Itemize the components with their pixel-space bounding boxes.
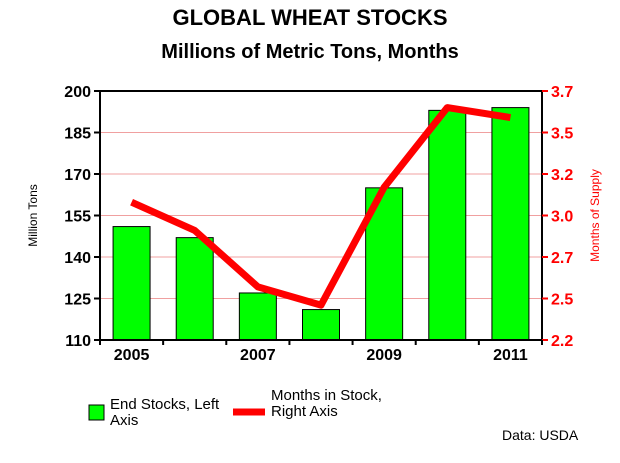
data-source-note: Data: USDA: [502, 427, 579, 443]
x-tick-label: 2009: [366, 347, 402, 364]
legend-line-label: Months in Stock, Right Axis: [271, 388, 411, 420]
right-tick-label: 2.2: [551, 333, 573, 350]
left-tick-label: 170: [64, 167, 91, 184]
bar-2006: [175, 237, 214, 341]
legend-bar-swatch: [88, 404, 105, 421]
right-tick-label: 3.5: [551, 126, 573, 143]
bar-2007: [238, 292, 277, 341]
right-tick-label: 2.7: [551, 250, 573, 267]
right-tick-label: 3.7: [551, 84, 573, 101]
left-tick-label: 155: [64, 209, 91, 226]
chart-subtitle: Millions of Metric Tons, Months: [161, 41, 459, 63]
x-tick-label: 2005: [114, 347, 150, 364]
bar-2005: [112, 226, 151, 341]
right-axis-title: Months of Supply: [588, 169, 602, 262]
left-tick-label: 110: [65, 333, 91, 350]
right-tick-label: 2.5: [551, 292, 573, 309]
bar-2008: [302, 309, 340, 341]
right-tick-label: 3.2: [551, 167, 573, 184]
left-tick-label: 125: [64, 292, 91, 309]
left-tick-label: 185: [64, 126, 91, 143]
line-months-of-supply: [130, 104, 511, 309]
bar-2011: [491, 107, 530, 341]
legend-bar-label: End Stocks, Left Axis: [110, 397, 240, 429]
bar-2010: [428, 109, 467, 341]
legend-line-text: Months in Stock, Right Axis: [271, 387, 382, 420]
legend-bar-text: End Stocks, Left Axis: [110, 396, 220, 429]
chart-title: GLOBAL WHEAT STOCKS: [172, 5, 448, 30]
left-axis-title: Million Tons: [26, 184, 40, 246]
left-tick-label: 200: [64, 84, 91, 101]
x-tick-label: 2007: [240, 347, 276, 364]
left-tick-label: 140: [64, 250, 91, 267]
right-tick-label: 3.0: [551, 209, 573, 226]
x-tick-label: 2011: [493, 347, 528, 364]
